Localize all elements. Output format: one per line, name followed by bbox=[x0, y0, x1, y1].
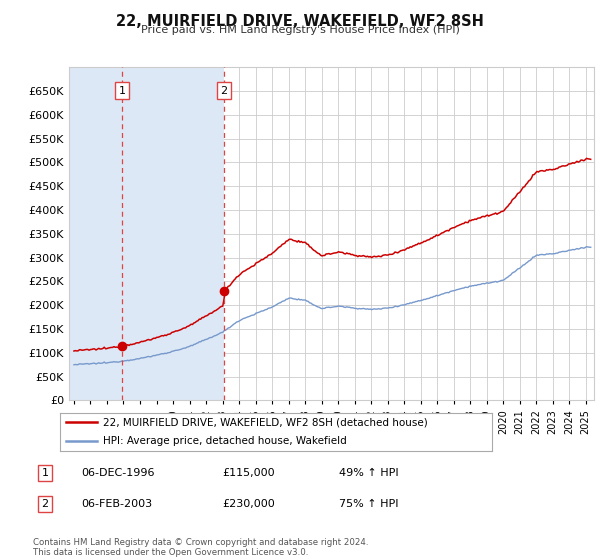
Text: 06-FEB-2003: 06-FEB-2003 bbox=[81, 499, 152, 509]
Text: 2: 2 bbox=[41, 499, 49, 509]
Text: HPI: Average price, detached house, Wakefield: HPI: Average price, detached house, Wake… bbox=[103, 436, 347, 446]
Bar bbox=[122, 67, 224, 400]
Text: 22, MUIRFIELD DRIVE, WAKEFIELD, WF2 8SH (detached house): 22, MUIRFIELD DRIVE, WAKEFIELD, WF2 8SH … bbox=[103, 417, 428, 427]
Text: 49% ↑ HPI: 49% ↑ HPI bbox=[339, 468, 398, 478]
Text: Contains HM Land Registry data © Crown copyright and database right 2024.
This d: Contains HM Land Registry data © Crown c… bbox=[33, 538, 368, 557]
Text: 1: 1 bbox=[41, 468, 49, 478]
Text: 2: 2 bbox=[220, 86, 227, 96]
Text: £115,000: £115,000 bbox=[222, 468, 275, 478]
Text: 75% ↑ HPI: 75% ↑ HPI bbox=[339, 499, 398, 509]
Text: 22, MUIRFIELD DRIVE, WAKEFIELD, WF2 8SH: 22, MUIRFIELD DRIVE, WAKEFIELD, WF2 8SH bbox=[116, 14, 484, 29]
Text: £230,000: £230,000 bbox=[222, 499, 275, 509]
Text: 06-DEC-1996: 06-DEC-1996 bbox=[81, 468, 155, 478]
Bar bbox=[69, 67, 122, 400]
Text: 1: 1 bbox=[119, 86, 125, 96]
Text: Price paid vs. HM Land Registry's House Price Index (HPI): Price paid vs. HM Land Registry's House … bbox=[140, 25, 460, 35]
